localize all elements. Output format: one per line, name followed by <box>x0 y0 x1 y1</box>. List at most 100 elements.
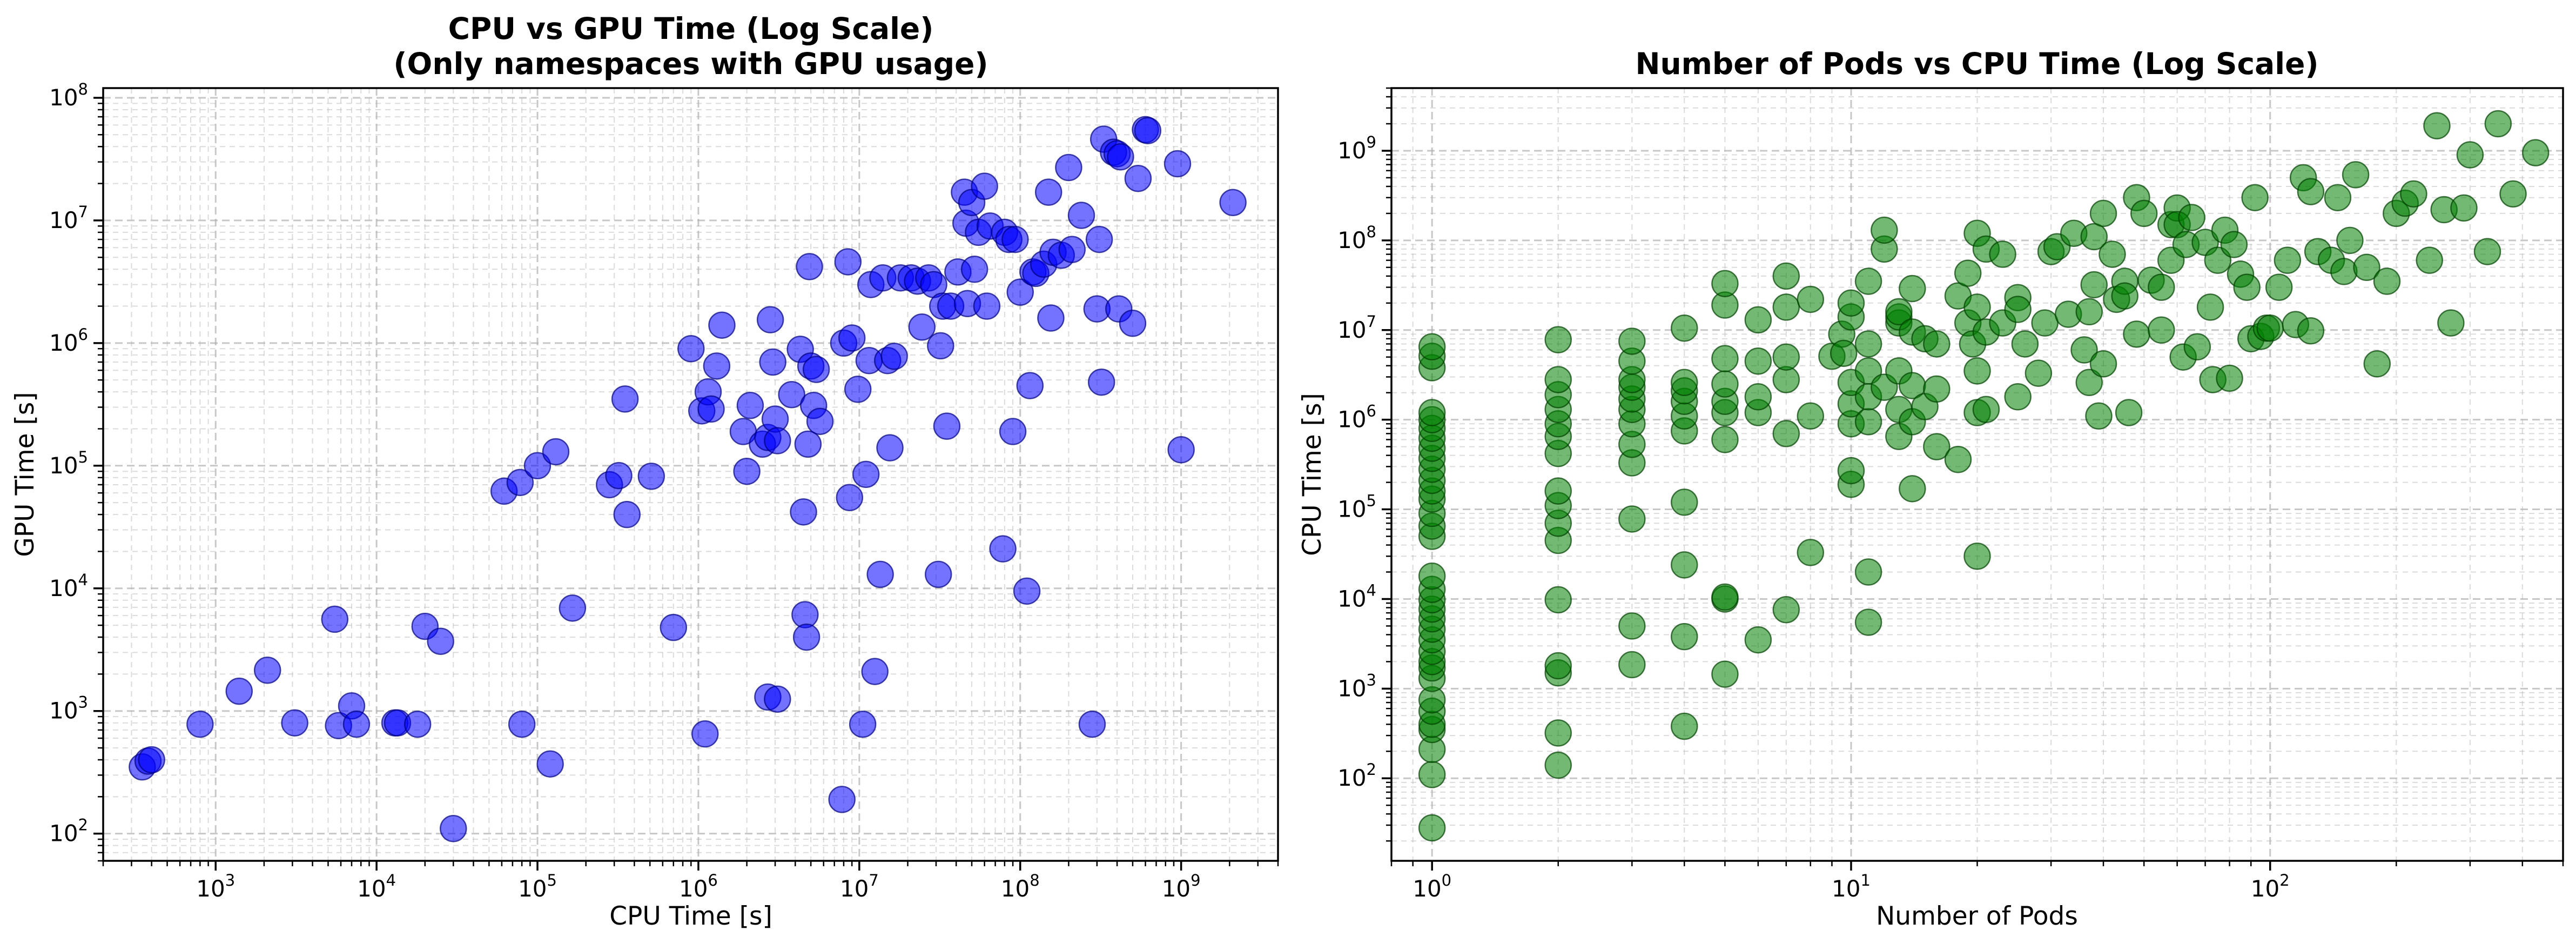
scatter-point <box>440 815 467 842</box>
y-tick-label: 104 <box>49 571 88 601</box>
scatter-point <box>1085 225 1113 253</box>
scatter-point <box>1058 236 1086 263</box>
scatter-point <box>2342 161 2370 189</box>
x-tick-label: 106 <box>679 871 718 902</box>
scatter-point <box>1418 814 1446 842</box>
scatter-point <box>2330 258 2358 285</box>
x-tick-label: 101 <box>1832 871 1871 902</box>
scatter-point <box>736 392 764 419</box>
scatter-point <box>1544 751 1572 779</box>
scatter-point <box>2004 383 2032 411</box>
scatter-point <box>1418 761 1446 788</box>
scatter-point <box>2089 199 2117 228</box>
scatter-point <box>1923 433 1951 460</box>
scatter-point <box>1219 189 1247 217</box>
scatter-point <box>880 343 908 370</box>
scatter-point <box>403 710 432 738</box>
scatter-point <box>1989 240 2016 268</box>
scatter-point <box>1854 330 1882 358</box>
scatter-point <box>908 313 936 341</box>
scatter-point <box>2220 231 2248 258</box>
grid <box>103 88 1279 861</box>
scatter-point <box>1671 551 1698 579</box>
scatter-point <box>1134 117 1162 144</box>
scatter-point <box>999 418 1027 445</box>
scatter-point <box>933 412 961 440</box>
scatter-point <box>2521 139 2550 166</box>
scatter-point <box>1034 178 1062 206</box>
scatter-point <box>1037 304 1065 332</box>
y-tick-label: 105 <box>1337 492 1376 523</box>
scatter-point <box>790 498 817 526</box>
scatter-point <box>342 710 371 738</box>
scatter-point <box>1124 164 1152 192</box>
scatter-point <box>559 594 587 622</box>
scatter-point <box>1923 375 1951 403</box>
scatter-point <box>1163 150 1192 178</box>
scatter-point <box>1544 652 1572 680</box>
scatter-point <box>1418 562 1446 590</box>
scatter-point <box>321 605 349 633</box>
scatter-point <box>2484 110 2512 138</box>
scatter-point <box>2031 309 2059 337</box>
x-axis-label: CPU Time [s] <box>609 901 772 931</box>
chart-left-cpu-vs-gpu: CPU vs GPU Time (Log Scale) (Only namesp… <box>10 11 1279 931</box>
scatter-point <box>1772 293 1800 321</box>
scatter-point <box>1016 372 1044 399</box>
scatter-point <box>2216 364 2243 392</box>
scatter-point <box>1854 558 1882 586</box>
scatter-point <box>1544 719 1572 747</box>
scatter-point <box>1055 153 1082 182</box>
scatter-point <box>989 535 1017 563</box>
scatter-point <box>2363 350 2391 378</box>
scatter-point <box>1167 436 1195 464</box>
y-tick-label: 103 <box>49 693 88 724</box>
scatter-point <box>1618 651 1646 679</box>
scatter-point <box>1067 202 1095 229</box>
scatter-point <box>2148 316 2175 344</box>
y-tick-label: 108 <box>1337 223 1376 253</box>
scatter-point <box>2004 296 2032 323</box>
scatter-point <box>1744 347 1772 375</box>
scatter-point <box>778 380 805 409</box>
scatter-point <box>836 484 864 511</box>
scatter-point <box>2111 282 2138 310</box>
chart-title-line-1: CPU vs GPU Time (Log Scale) <box>448 11 934 46</box>
x-tick-label: 105 <box>518 871 557 902</box>
scatter-point <box>1744 626 1772 654</box>
scatter-point <box>1797 539 1825 566</box>
y-axis-label: GPU Time [s] <box>10 392 40 557</box>
scatter-point <box>2400 180 2427 208</box>
scatter-point <box>536 750 564 778</box>
y-tick-label: 102 <box>49 816 88 847</box>
scatter-point <box>1671 314 1698 342</box>
scatter-point <box>1871 216 1898 244</box>
scatter-point <box>2089 350 2117 378</box>
scatter-point <box>1119 309 1147 337</box>
scatter-point <box>794 430 822 458</box>
scatter-point <box>523 452 551 480</box>
scatter-point <box>2233 273 2261 301</box>
scatter-point <box>2437 309 2465 337</box>
scatter-point <box>1772 596 1800 624</box>
scatter-point <box>2297 178 2325 205</box>
scatter-point <box>2148 273 2175 301</box>
scatter-point <box>2011 330 2039 358</box>
scatter-point <box>253 657 281 684</box>
scatter-point <box>1013 577 1041 605</box>
scatter-point <box>508 710 536 738</box>
scatter-point <box>697 395 725 423</box>
y-tick-label: 107 <box>49 203 88 233</box>
chart-right-pods-vs-cpu: Number of Pods vs CPU Time (Log Scale) 1… <box>1297 46 2564 931</box>
y-tick-label: 107 <box>1337 312 1376 343</box>
scatter-point <box>691 720 719 748</box>
scatter-point <box>2196 293 2224 321</box>
scatter-point <box>1972 396 2000 423</box>
scatter-point <box>1837 289 1865 317</box>
scatter-point <box>1854 408 1882 436</box>
scatter-point <box>1963 293 1991 321</box>
scatter-point <box>1772 343 1800 371</box>
scatter-point <box>971 172 998 200</box>
scatter-point <box>924 560 952 588</box>
